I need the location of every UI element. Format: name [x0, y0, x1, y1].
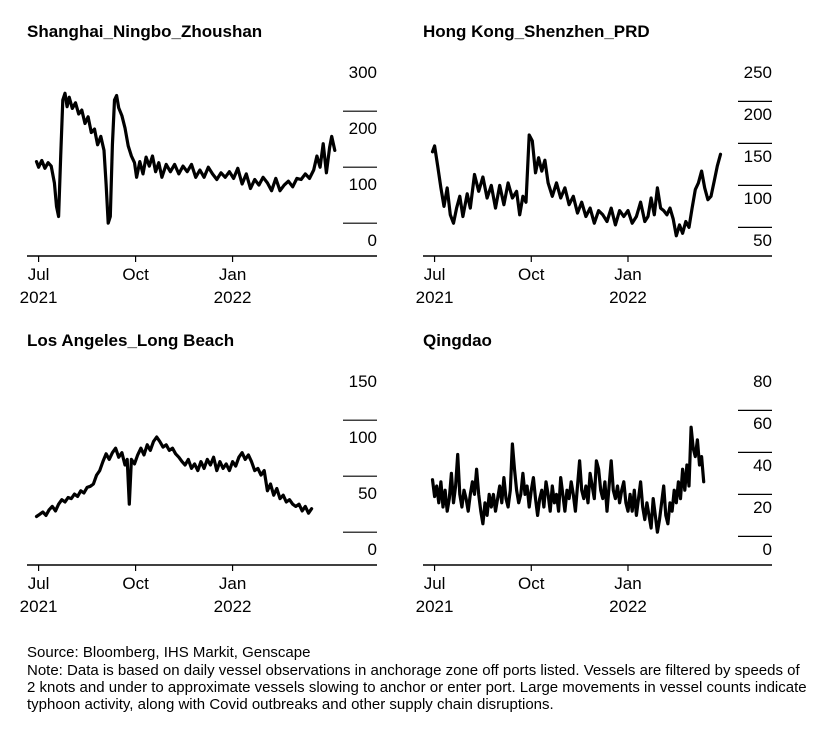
series-line: [430, 133, 723, 238]
x-tick-label: Jan: [614, 574, 641, 593]
y-tick-label: 20: [753, 498, 772, 517]
y-tick-label: 50: [358, 484, 377, 503]
methodology-note: Note: Data is based on daily vessel obse…: [27, 662, 807, 713]
source-note: Source: Bloomberg, IHS Markit, Genscape: [27, 644, 311, 661]
charts-canvas: Shanghai_Ningbo_Zhoushan0100200300Jul202…: [20, 22, 772, 616]
y-tick-label: 0: [763, 540, 772, 559]
x-tick-year-label: 2021: [20, 288, 58, 307]
x-tick-year-label: 2021: [20, 597, 58, 616]
y-tick-label: 300: [349, 63, 377, 82]
x-tick-year-label: 2021: [416, 288, 454, 307]
y-tick-label: 100: [744, 189, 772, 208]
x-tick-label: Oct: [518, 265, 545, 284]
chart-panel: Los Angeles_Long Beach 0 50 100 150 Jul 2021 Oc…: [20, 331, 377, 616]
y-tick-label: 60: [753, 414, 772, 433]
x-tick-label: Oct: [122, 265, 149, 284]
series-line: [34, 91, 337, 225]
x-tick-label: Jan: [614, 265, 641, 284]
x-tick-label: Jul: [28, 574, 50, 593]
chart-title: Shanghai_Ningbo_Zhoushan: [27, 22, 262, 41]
y-tick-label: 100: [349, 428, 377, 447]
y-tick-label: 80: [753, 372, 772, 391]
x-tick-year-label: 2022: [609, 597, 647, 616]
y-tick-label: 150: [744, 147, 772, 166]
x-tick-year-label: 2022: [609, 288, 647, 307]
chart-title: Qingdao: [423, 331, 492, 350]
series-line: [430, 425, 706, 534]
y-tick-label: 40: [753, 456, 772, 475]
chart-panel: Hong Kong_Shenzhen_PRD 50 100 150 200 250 Jul 2…: [416, 22, 772, 307]
x-tick-label: Jul: [424, 574, 446, 593]
y-tick-label: 0: [368, 540, 377, 559]
y-tick-label: 200: [744, 105, 772, 124]
y-tick-label: 0: [368, 231, 377, 250]
x-tick-label: Jul: [424, 265, 446, 284]
x-tick-label: Oct: [518, 574, 545, 593]
x-tick-year-label: 2022: [214, 288, 252, 307]
y-tick-label: 100: [349, 175, 377, 194]
y-tick-label: 50: [753, 231, 772, 250]
chart-panel: Shanghai_Ningbo_Zhoushan 0 100 200 300 Jul 202…: [20, 22, 377, 307]
x-tick-label: Jul: [28, 265, 50, 284]
y-tick-label: 150: [349, 372, 377, 391]
x-tick-year-label: 2022: [214, 597, 252, 616]
chart-panel: Qingdao 0 20 40 60 80 Jul 2021 Oct Jan 2022: [416, 331, 772, 616]
x-tick-year-label: 2021: [416, 597, 454, 616]
x-tick-label: Oct: [122, 574, 149, 593]
y-tick-label: 250: [744, 63, 772, 82]
chart-title: Los Angeles_Long Beach: [27, 331, 234, 350]
x-tick-label: Jan: [219, 265, 246, 284]
x-tick-label: Jan: [219, 574, 246, 593]
y-tick-label: 200: [349, 119, 377, 138]
series-line: [34, 435, 314, 519]
chart-title: Hong Kong_Shenzhen_PRD: [423, 22, 650, 41]
